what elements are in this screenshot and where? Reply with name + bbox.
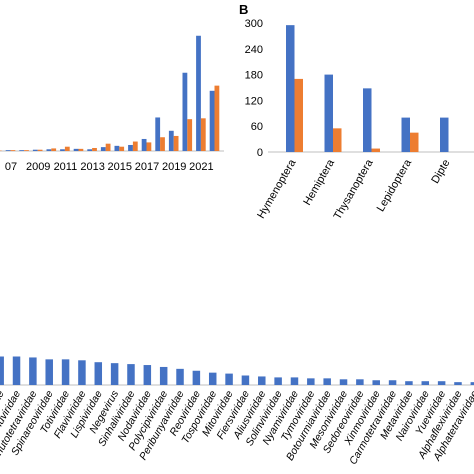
bar-viridae xyxy=(0,356,4,385)
x-tick-label: 2017 xyxy=(135,161,159,173)
bar-2017-series-2 xyxy=(146,142,152,151)
bar-2013-series-2 xyxy=(92,147,97,151)
bar-nyamiviridae xyxy=(290,377,299,385)
x-tick-label: 2013 xyxy=(80,161,104,173)
bar-2011-series-2 xyxy=(64,146,70,151)
bar-2012-series-2 xyxy=(78,148,84,151)
chart-years: 07 2009 2011 2013 2015 2017 2019 2021 xyxy=(0,35,224,173)
bar-aliusviridae xyxy=(258,376,266,385)
y-tick-label: 180 xyxy=(245,70,263,82)
bar-hemiptera-series-2 xyxy=(333,128,342,152)
bar-2020-series-1 xyxy=(182,72,188,151)
bar-yueviridae xyxy=(437,381,446,385)
x-tick-label: 2015 xyxy=(108,161,132,173)
bar-lispiviridae xyxy=(94,362,103,385)
x-tick-label: 2011 xyxy=(54,161,78,173)
bar-2019-series-1 xyxy=(168,130,174,151)
panel-b-label: B xyxy=(239,2,248,17)
bar-fiersviridae xyxy=(241,375,250,385)
bar-chuviridae xyxy=(12,356,21,385)
x-tick-label: 07 xyxy=(5,161,17,173)
bar-2019-series-2 xyxy=(173,135,179,151)
bar-mitoviridae xyxy=(225,373,233,385)
bar-thysanoptera-series-1 xyxy=(363,88,372,152)
bar-xinmoviridae xyxy=(372,380,380,385)
x-tick-label: Hymenoptera xyxy=(255,157,299,221)
x-tick-label: Hemiptera xyxy=(301,157,337,208)
bar-2009-series-2 xyxy=(37,149,43,151)
bar-solinviviridae xyxy=(274,377,282,385)
y-tick-label: 300 xyxy=(245,18,263,30)
bar-2017-series-1 xyxy=(141,138,147,151)
bar-2018-series-1 xyxy=(155,117,161,151)
bar-2016-series-2 xyxy=(132,141,138,151)
bar-2011-series-1 xyxy=(60,149,65,151)
bar-2012-series-1 xyxy=(73,148,79,151)
chart-virus-families: viridaeChuviridaeChutotetraviridaeSpinar… xyxy=(0,356,474,467)
bar-thysanoptera-series-2 xyxy=(371,148,380,152)
bar-2008-series-2 xyxy=(24,150,29,151)
bar-2022-series-1 xyxy=(209,90,215,151)
bar-sedoreoviridae xyxy=(356,379,364,385)
y-tick-label: 240 xyxy=(245,44,263,56)
bar-2016-series-1 xyxy=(128,144,133,151)
bar-nairoviridae xyxy=(421,381,430,385)
bar-2021-series-1 xyxy=(196,35,201,152)
x-tick-label: 2019 xyxy=(162,161,186,173)
bar-botourmiaviridae xyxy=(323,378,331,385)
bar-2018-series-2 xyxy=(160,137,165,151)
bar-polycipiviridae xyxy=(159,366,168,385)
bar-spinareoviridae xyxy=(45,359,53,385)
bar-chutotetraviridae xyxy=(29,357,37,385)
bar-2009-series-1 xyxy=(32,149,38,151)
bar-hemiptera-series-1 xyxy=(324,74,333,152)
bar-2007-series-2 xyxy=(10,150,16,151)
bar-2010-series-1 xyxy=(46,149,52,151)
bar-2022-series-2 xyxy=(214,85,220,151)
bar-2010-series-2 xyxy=(51,148,57,151)
x-tick-label: 2021 xyxy=(189,161,213,173)
bar-reoviridae xyxy=(192,370,201,385)
bar-2008-series-1 xyxy=(19,150,25,151)
x-tick-label: Lepidoptera xyxy=(375,157,415,214)
bar-2021-series-2 xyxy=(200,118,206,151)
bar-2014-series-2 xyxy=(105,143,111,151)
bar-2013-series-1 xyxy=(87,149,93,151)
x-tick-label: Thysanoptera xyxy=(332,157,376,222)
x-tick-label: Dipte xyxy=(429,158,452,186)
y-tick-label: 120 xyxy=(245,95,263,107)
bar-tospoviridae xyxy=(208,372,217,385)
bar-sinhaliviridae xyxy=(127,364,135,385)
bar-metaviridae xyxy=(405,381,413,385)
y-tick-label: 60 xyxy=(251,121,263,133)
bar-hymenoptera-series-1 xyxy=(286,25,295,152)
bar-hymenoptera-series-2 xyxy=(294,78,303,152)
bar-lepidoptera-series-2 xyxy=(410,132,419,152)
bar-flaviviridae xyxy=(78,360,86,385)
bar-2020-series-2 xyxy=(187,119,193,151)
bar-nodaviridae xyxy=(143,365,152,385)
bar-tymoviridae xyxy=(307,378,315,385)
bar-mesoniviridae xyxy=(339,379,348,385)
bar-peribunyaviridae xyxy=(176,368,184,385)
bar-lepidoptera-series-1 xyxy=(401,117,410,152)
bar-2007-series-1 xyxy=(5,150,11,151)
y-tick-label: 0 xyxy=(257,147,263,159)
x-tick-label: 2009 xyxy=(26,161,50,173)
bar-2015-series-1 xyxy=(114,145,120,151)
bar-2014-series-1 xyxy=(100,147,106,151)
bar-alphatetraviridae xyxy=(470,382,474,385)
bar-alphaflexiviridae xyxy=(454,382,462,385)
bar-dipte-series-1 xyxy=(440,117,449,152)
bar-totiviridae xyxy=(61,359,70,385)
bar-carmotetraviridae xyxy=(388,380,397,385)
bar-negevirus xyxy=(110,363,119,385)
bar-2015-series-2 xyxy=(119,146,125,151)
